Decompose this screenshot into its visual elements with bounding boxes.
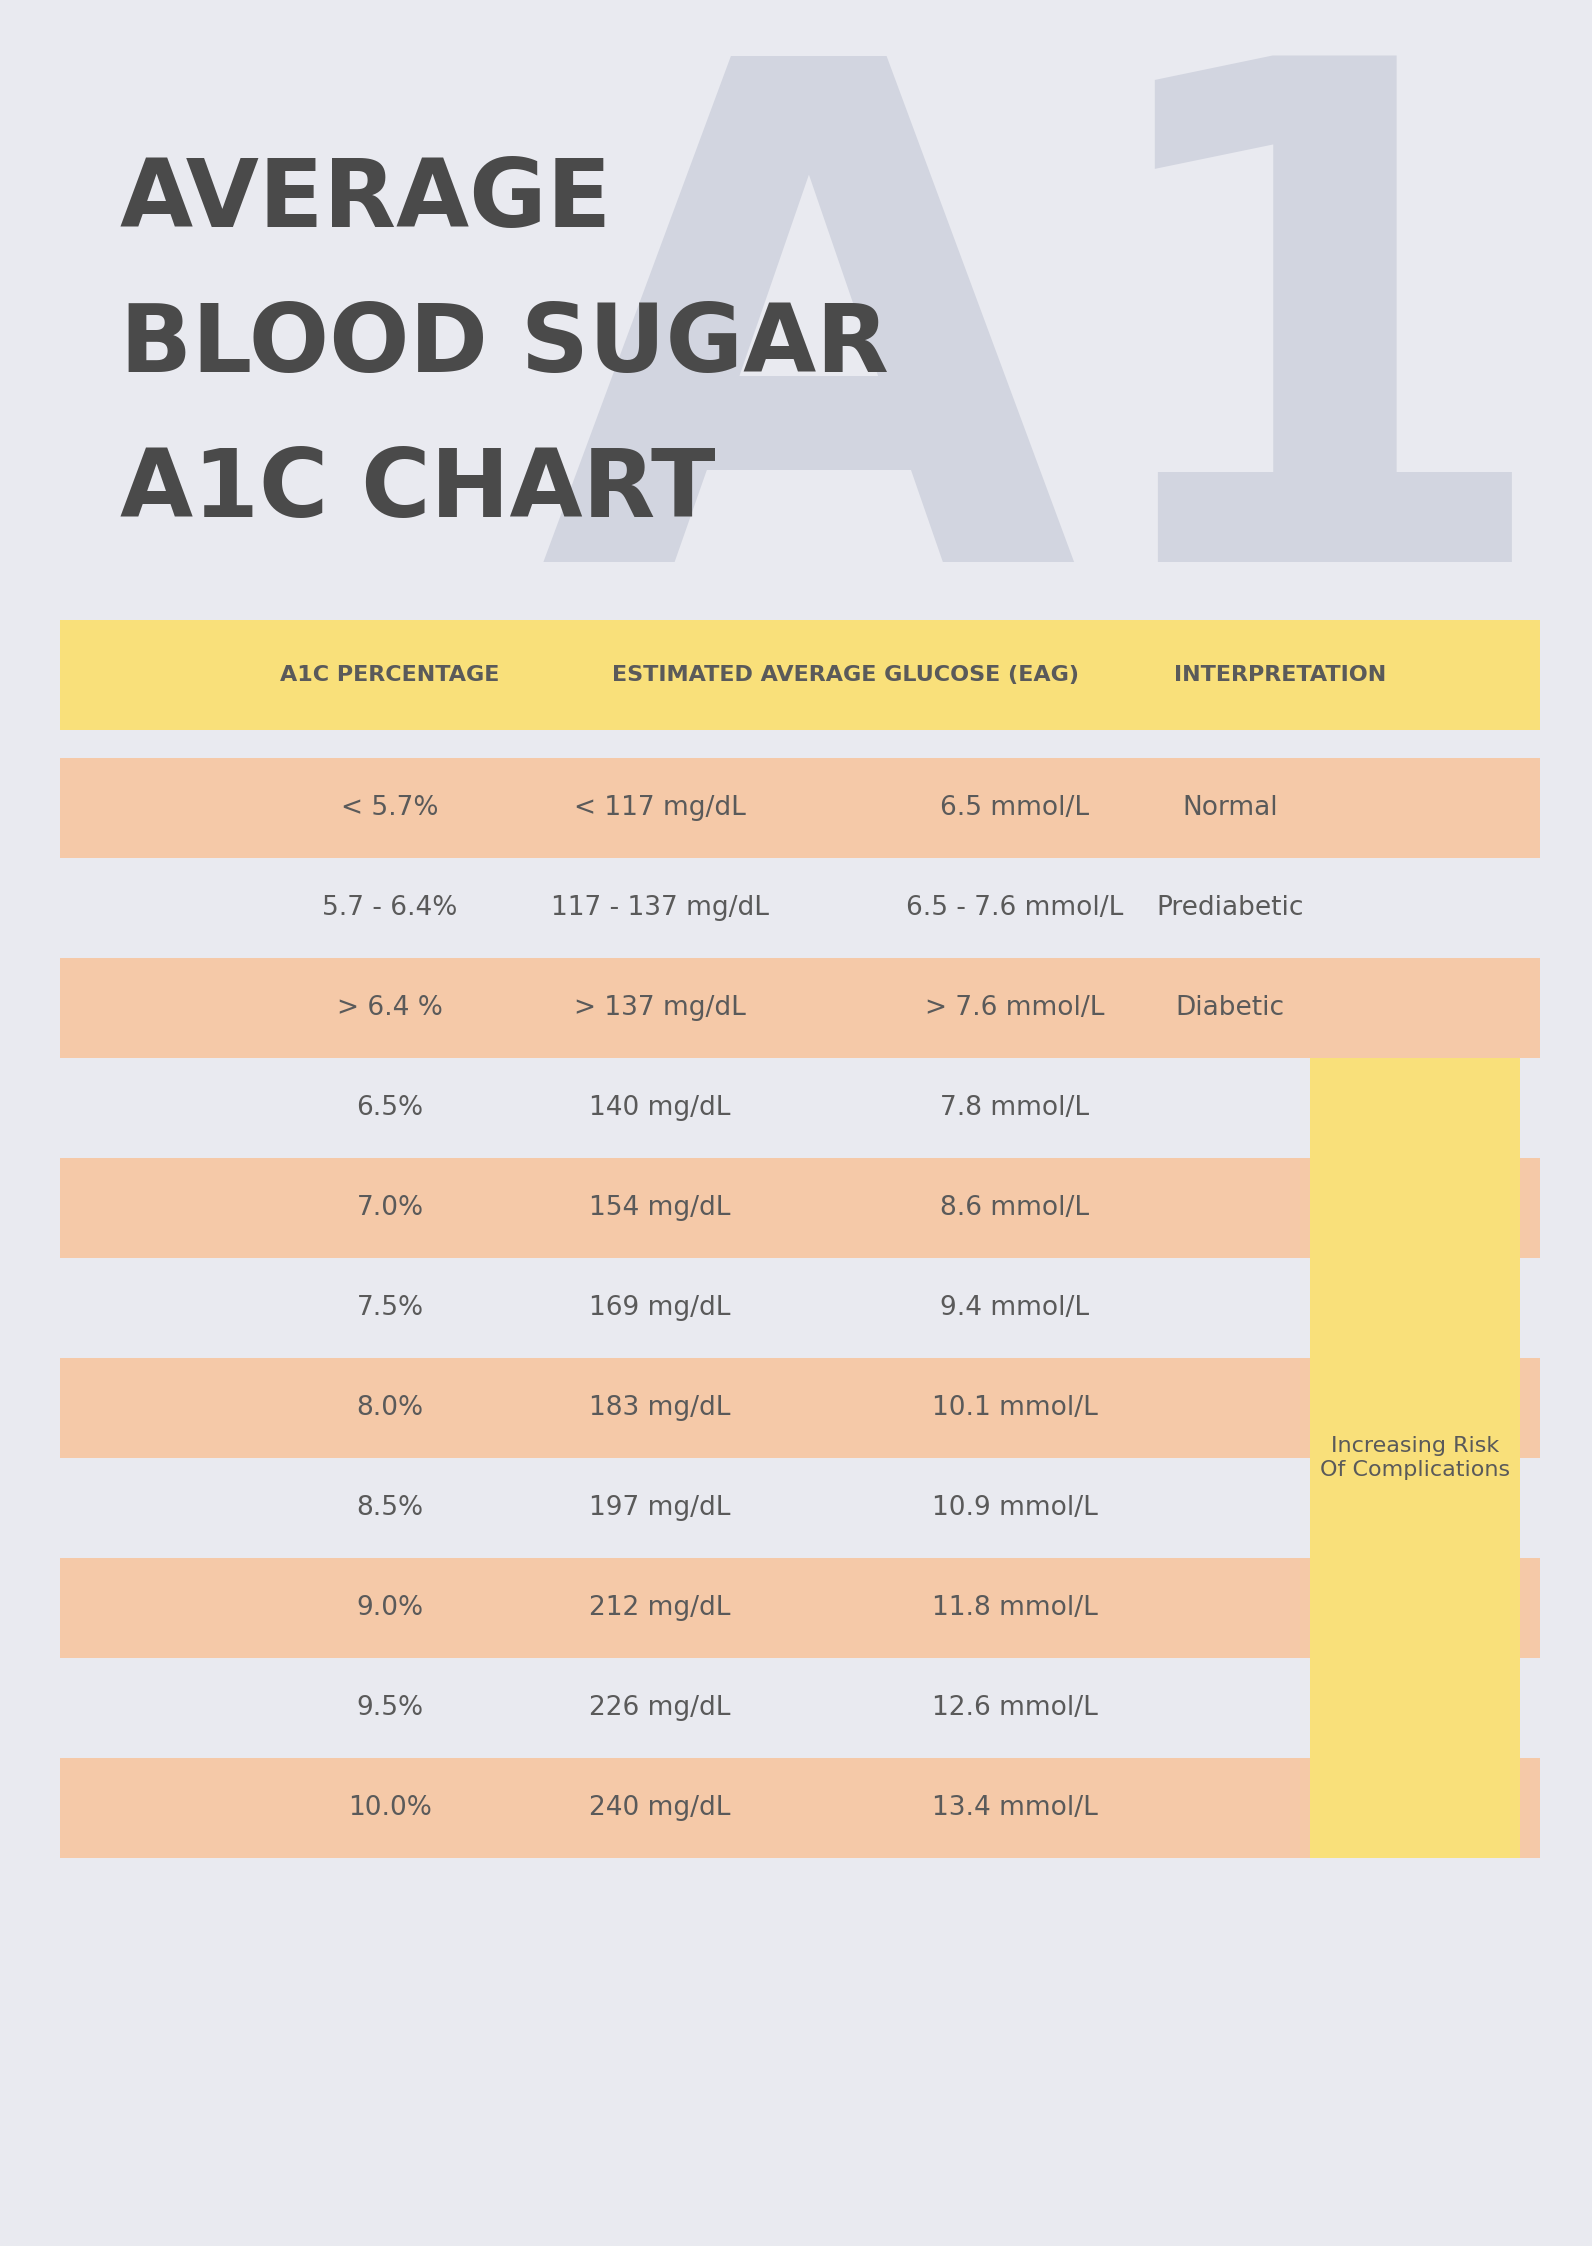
Bar (60, 757, 1539, 858)
Text: > 7.6 mmol/L: > 7.6 mmol/L (925, 995, 1105, 1022)
Bar (60, 1258, 1310, 1359)
Bar (1520, 1058, 1539, 1159)
Text: 240 mg/dL: 240 mg/dL (589, 1795, 731, 1822)
Text: 117 - 137 mg/dL: 117 - 137 mg/dL (551, 894, 769, 921)
Bar (1520, 1759, 1539, 1857)
Text: > 137 mg/dL: > 137 mg/dL (575, 995, 747, 1022)
Text: 13.4 mmol/L: 13.4 mmol/L (931, 1795, 1098, 1822)
Bar (1520, 1458, 1539, 1559)
Text: 183 mg/dL: 183 mg/dL (589, 1395, 731, 1422)
Text: A1: A1 (540, 34, 1560, 705)
Text: 154 mg/dL: 154 mg/dL (589, 1195, 731, 1222)
Bar (1520, 1159, 1539, 1258)
Bar (1310, 1058, 1520, 1857)
Text: < 5.7%: < 5.7% (341, 795, 439, 822)
Text: < 117 mg/dL: < 117 mg/dL (575, 795, 747, 822)
Text: 12.6 mmol/L: 12.6 mmol/L (931, 1696, 1098, 1720)
Text: Diabetic: Diabetic (1175, 995, 1285, 1022)
Text: 11.8 mmol/L: 11.8 mmol/L (931, 1595, 1098, 1622)
Bar (1520, 1359, 1539, 1458)
Text: ESTIMATED AVERAGE GLUCOSE (EAG): ESTIMATED AVERAGE GLUCOSE (EAG) (611, 665, 1078, 685)
Bar (60, 1159, 1310, 1258)
Bar (60, 858, 1539, 959)
Bar (1520, 1258, 1539, 1359)
Bar (60, 1458, 1310, 1559)
Text: 7.8 mmol/L: 7.8 mmol/L (941, 1096, 1089, 1121)
Text: 9.5%: 9.5% (357, 1696, 423, 1720)
Text: 226 mg/dL: 226 mg/dL (589, 1696, 731, 1720)
Text: BLOOD SUGAR: BLOOD SUGAR (119, 301, 888, 393)
Text: 6.5%: 6.5% (357, 1096, 423, 1121)
Bar (60, 1559, 1310, 1658)
Text: 6.5 - 7.6 mmol/L: 6.5 - 7.6 mmol/L (906, 894, 1124, 921)
Text: A1C CHART: A1C CHART (119, 445, 715, 537)
Bar (60, 1058, 1310, 1159)
Text: 10.0%: 10.0% (349, 1795, 431, 1822)
Bar (60, 1759, 1310, 1857)
Text: 140 mg/dL: 140 mg/dL (589, 1096, 731, 1121)
Text: 10.9 mmol/L: 10.9 mmol/L (931, 1496, 1098, 1521)
Text: 9.0%: 9.0% (357, 1595, 423, 1622)
Text: 8.5%: 8.5% (357, 1496, 423, 1521)
Bar (1520, 1658, 1539, 1759)
Text: 8.6 mmol/L: 8.6 mmol/L (941, 1195, 1089, 1222)
Text: 6.5 mmol/L: 6.5 mmol/L (941, 795, 1089, 822)
Text: 9.4 mmol/L: 9.4 mmol/L (941, 1296, 1089, 1321)
Text: > 6.4 %: > 6.4 % (338, 995, 443, 1022)
Text: 197 mg/dL: 197 mg/dL (589, 1496, 731, 1521)
Text: Increasing Risk
Of Complications: Increasing Risk Of Complications (1320, 1437, 1511, 1480)
Text: INTERPRETATION: INTERPRETATION (1173, 665, 1387, 685)
Bar (60, 1658, 1310, 1759)
Bar (60, 959, 1539, 1058)
Bar (1520, 1559, 1539, 1658)
Text: 169 mg/dL: 169 mg/dL (589, 1296, 731, 1321)
Text: Normal: Normal (1183, 795, 1278, 822)
Bar (60, 620, 1539, 730)
Text: 7.5%: 7.5% (357, 1296, 423, 1321)
Text: 5.7 - 6.4%: 5.7 - 6.4% (322, 894, 457, 921)
Text: 8.0%: 8.0% (357, 1395, 423, 1422)
Text: Prediabetic: Prediabetic (1156, 894, 1304, 921)
Text: A1C PERCENTAGE: A1C PERCENTAGE (280, 665, 500, 685)
Bar (60, 1359, 1310, 1458)
Text: 7.0%: 7.0% (357, 1195, 423, 1222)
Text: AVERAGE: AVERAGE (119, 155, 613, 247)
Text: 10.1 mmol/L: 10.1 mmol/L (931, 1395, 1098, 1422)
Text: 212 mg/dL: 212 mg/dL (589, 1595, 731, 1622)
